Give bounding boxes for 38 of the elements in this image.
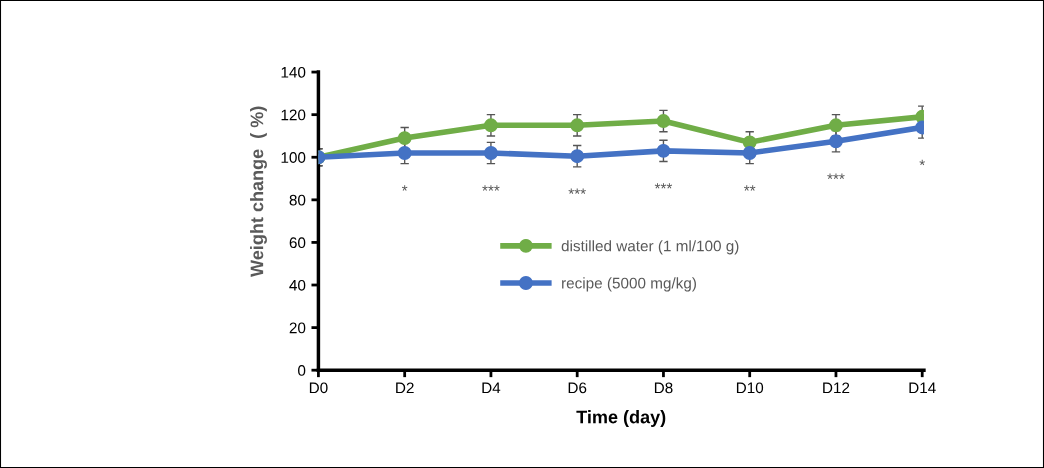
point — [570, 118, 585, 133]
point — [397, 131, 412, 146]
point — [829, 118, 843, 133]
annotation: *** — [568, 188, 586, 194]
point — [656, 143, 671, 158]
point — [656, 114, 671, 128]
point — [397, 146, 412, 160]
y-tick-label: 80 — [289, 194, 306, 206]
y-tick-label: 140 — [281, 66, 306, 78]
point — [483, 118, 498, 133]
y-tick-label: 100 — [281, 152, 306, 163]
annotation: *** — [827, 173, 845, 179]
x-tick-label: D10 — [736, 382, 764, 394]
y-tick-label: 0 — [298, 365, 306, 376]
x-tick-label: D0 — [309, 382, 328, 394]
x-tick-label: D14 — [909, 382, 936, 394]
x-tick-label: D8 — [654, 382, 673, 394]
point — [483, 146, 498, 160]
x-axis-title: Time (day) — [576, 410, 666, 427]
annotation: *** — [654, 183, 673, 189]
point — [742, 146, 757, 160]
annotation: *** — [482, 185, 500, 191]
y-axis-title: Weight change ( %) — [250, 106, 267, 277]
annotation: * — [401, 185, 408, 191]
x-tick-label: D2 — [396, 382, 414, 394]
annotation: ** — [744, 185, 756, 191]
y-tick-label: 40 — [289, 279, 306, 291]
y-tick-label: 20 — [289, 322, 306, 334]
y-tick-label: 60 — [289, 237, 306, 249]
x-tick-label: D4 — [482, 382, 501, 394]
point — [570, 149, 585, 164]
legend-label: distilled water (1 ml/100 g) — [561, 240, 739, 255]
x-tick-label: D6 — [568, 382, 587, 394]
annotation: * — [919, 159, 925, 166]
point — [829, 134, 843, 149]
x-tick-label: D12 — [823, 382, 850, 394]
y-tick-label: 120 — [281, 109, 306, 121]
legend-label: recipe (5000 mg/kg) — [562, 277, 696, 292]
